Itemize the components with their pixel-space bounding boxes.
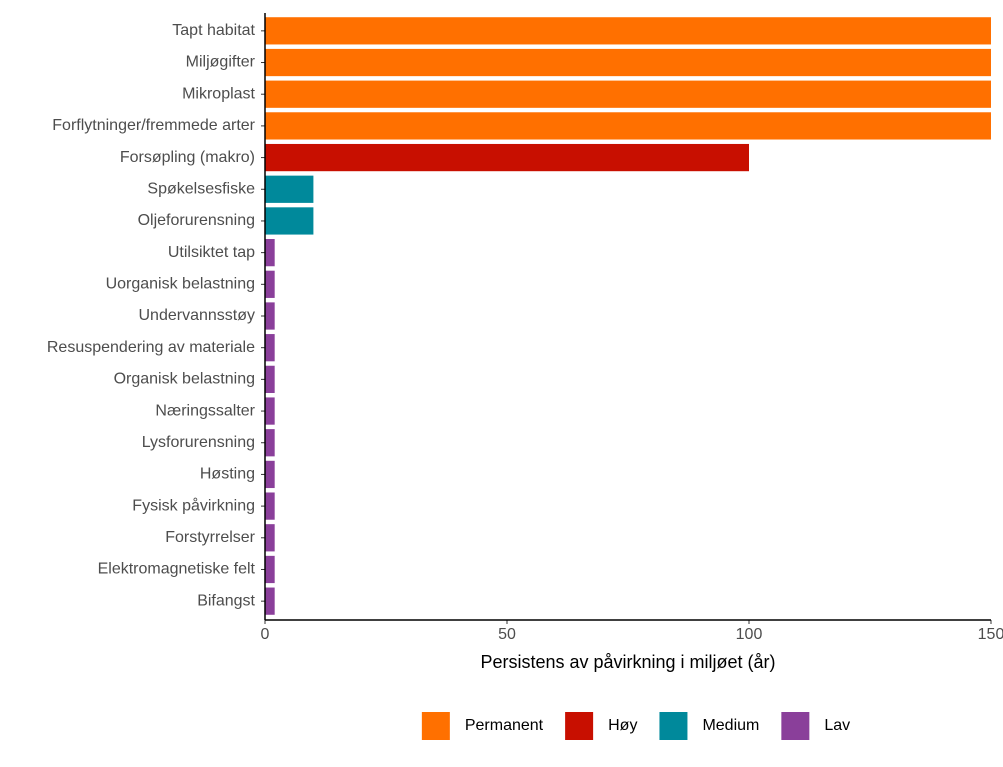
bar xyxy=(265,555,275,584)
bar xyxy=(265,270,275,298)
y-tick-label: Bifangst xyxy=(197,592,255,609)
bar xyxy=(265,365,275,393)
y-tick-label: Miljøgifter xyxy=(186,54,256,71)
x-tick-label: 100 xyxy=(736,626,763,643)
legend-label: Lav xyxy=(824,717,850,734)
bar xyxy=(265,302,275,330)
y-tick-label: Tapt habitat xyxy=(172,22,255,39)
bar xyxy=(265,524,275,552)
y-tick-label: Oljeforurensning xyxy=(138,212,255,229)
bar xyxy=(265,143,749,172)
y-tick-label: Uorganisk belastning xyxy=(106,276,255,293)
y-tick-label: Høsting xyxy=(200,466,255,483)
y-tick-label: Forsøpling (makro) xyxy=(120,149,255,166)
y-tick-label: Fysisk påvirkning xyxy=(132,496,255,514)
bar xyxy=(265,175,314,203)
x-axis-title: Persistens av påvirkning i miljøet (år) xyxy=(480,652,775,672)
y-tick-label: Forstyrrelser xyxy=(165,529,255,546)
y-tick-label: Organisk belastning xyxy=(114,371,255,388)
bar xyxy=(265,587,275,615)
bar xyxy=(265,48,991,77)
y-tick-label: Resuspendering av materiale xyxy=(47,339,255,356)
y-tick-label: Forflytninger/fremmede arter xyxy=(52,117,255,134)
bar xyxy=(265,80,991,108)
y-tick-label: Næringssalter xyxy=(155,402,255,419)
bar xyxy=(265,112,991,140)
y-tick-label: Mikroplast xyxy=(182,85,255,102)
x-tick-label: 150 xyxy=(978,626,1003,643)
bar xyxy=(265,207,314,235)
bar xyxy=(265,460,275,489)
bar xyxy=(265,429,275,457)
y-tick-label: Spøkelsesfiske xyxy=(147,180,255,197)
legend-label: Høy xyxy=(608,717,637,734)
legend-swatch xyxy=(781,712,810,740)
legend-label: Medium xyxy=(702,717,759,734)
x-tick-label: 0 xyxy=(261,626,270,643)
legend-label: Permanent xyxy=(465,717,544,734)
legend-swatch xyxy=(659,712,688,740)
legend-swatch xyxy=(421,712,450,740)
bar xyxy=(265,334,275,362)
bar xyxy=(265,239,275,267)
y-tick-label: Elektromagnetiske felt xyxy=(98,561,256,578)
bar xyxy=(265,397,275,425)
y-tick-label: Lysforurensning xyxy=(142,434,255,451)
legend-swatch xyxy=(565,712,594,740)
bar xyxy=(265,17,991,45)
y-tick-label: Utilsiktet tap xyxy=(168,244,255,261)
bar xyxy=(265,492,275,520)
x-tick-label: 50 xyxy=(498,626,516,643)
y-tick-label: Undervannsstøy xyxy=(139,307,256,324)
